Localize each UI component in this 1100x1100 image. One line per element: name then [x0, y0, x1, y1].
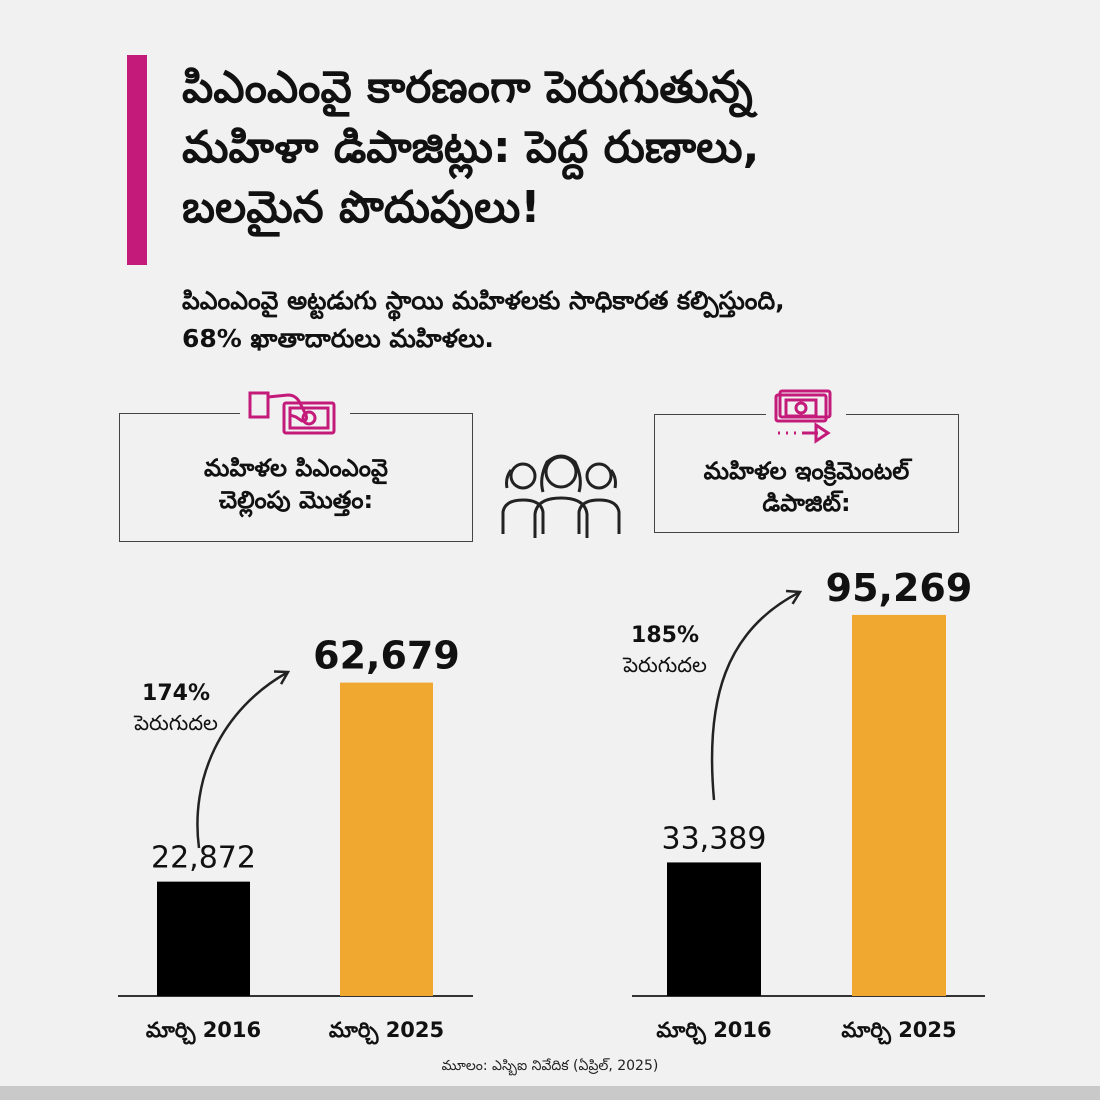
growth-label: పెరుగుదల [622, 653, 707, 677]
chart-right: 33,389 మార్చి 2016 95,269 మార్చి 2025 185% పె… [622, 566, 985, 1045]
category-label: మార్చి 2025 [841, 1018, 956, 1045]
bar-2025 [340, 682, 433, 996]
value-label: 95,269 [826, 566, 973, 610]
subtitle: పిఎంఎంవై అట్టడుగు స్థాయి మహిళలకు సాధికార… [182, 282, 1062, 358]
left-card: మహిళల పిఎంఎంవై చెల్లింపు మొత్తం: [119, 413, 473, 542]
growth-arrow [710, 590, 801, 801]
subtitle-line-1: పిఎంఎంవై అట్టడుగు స్థాయి మహిళలకు సాధికార… [182, 286, 785, 315]
women-group-icon [501, 454, 621, 538]
value-label: 62,679 [313, 634, 460, 678]
right-card-label: మహిళల ఇంక్రిమెంటల్ డిపాజిట్: [655, 455, 958, 519]
growth-arrow [196, 670, 289, 849]
money-transfer-icon [766, 385, 846, 447]
title-line-2: మహిళా డిపాజిట్లు: పెద్ద రుణాలు, [182, 122, 760, 173]
bar-2016 [667, 862, 761, 996]
page-title: పిఎంఎంవై కారణంగా పెరుగుతున్న మహిళా డిపాజ… [182, 58, 1042, 238]
category-label: మార్చి 2025 [329, 1018, 444, 1045]
title-line-3: బలమైన పొదుపులు! [182, 182, 541, 233]
bar-2025 [852, 614, 946, 996]
category-label: మార్చి 2016 [146, 1018, 261, 1045]
growth-percent: 174% [142, 681, 210, 706]
growth-arrowhead [273, 670, 291, 685]
left-card-label-line-1: మహిళల పిఎంఎంవై [204, 454, 388, 482]
chart-left: 22,872 మార్చి 2016 62,679 మార్చి 2025 174% పె… [118, 634, 473, 1045]
category-label: మార్చి 2016 [656, 1018, 771, 1045]
left-card-label-line-2: చెల్లింపు మొత్తం: [218, 486, 374, 514]
value-label: 22,872 [151, 841, 256, 876]
accent-bar [127, 55, 147, 265]
bar-2016 [157, 881, 250, 996]
source-note: మూలం: ఎస్బిఐ నివేదిక (ఏప్రిల్, 2025) [441, 1058, 659, 1074]
left-card-label: మహిళల పిఎంఎంవై చెల్లింపు మొత్తం: [120, 452, 472, 516]
subtitle-line-2: 68% ఖాతాదారులు మహిళలు. [182, 324, 494, 353]
right-card-label-line-2: డిపాజిట్: [762, 489, 851, 517]
right-card-label-line-1: మహిళల ఇంక్రిమెంటల్ [703, 457, 910, 485]
bottom-strip [0, 1086, 1100, 1100]
growth-percent: 185% [631, 623, 699, 648]
growth-arrowhead [785, 589, 803, 605]
title-line-1: పిఎంఎంవై కారణంగా పెరుగుతున్న [182, 62, 753, 113]
value-label: 33,389 [662, 821, 767, 856]
growth-label: పెరుగుదల [133, 711, 218, 735]
hand-cash-icon [240, 385, 350, 445]
